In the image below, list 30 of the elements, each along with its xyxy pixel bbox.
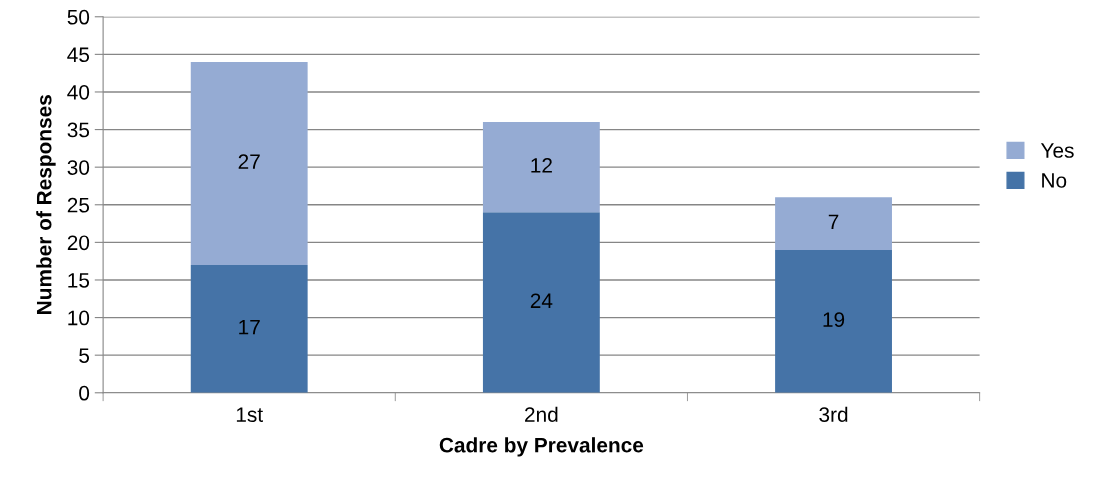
y-axis-title: Number of Responses (36, 95, 56, 314)
y-tick-label: 35 (67, 122, 90, 138)
data-label: 24 (530, 293, 553, 308)
data-label: 7 (828, 214, 839, 229)
bar (190, 264, 308, 393)
x-tick-label: 2nd (525, 406, 558, 422)
y-tick-label: 15 (68, 273, 90, 288)
data-label: 27 (238, 154, 260, 169)
y-tick-label: 45 (67, 47, 90, 63)
data-label: 17 (239, 319, 260, 335)
y-tick-label: 50 (67, 9, 90, 25)
x-axis-title: Cadre by Prevalence (439, 437, 644, 457)
bar (190, 61, 308, 265)
bar (482, 122, 600, 213)
bar (775, 249, 892, 393)
x-tick-label: 1st (236, 407, 263, 422)
bar (482, 212, 600, 393)
y-tick-label: 30 (67, 160, 90, 175)
legend-label: Yes (1040, 143, 1074, 158)
bar (775, 197, 892, 250)
y-tick-label: 10 (68, 310, 90, 326)
y-tick-label: 20 (67, 235, 90, 251)
legend-label: No (1042, 173, 1067, 188)
data-label: 12 (531, 158, 552, 173)
data-label: 19 (823, 312, 845, 327)
y-tick-label: 25 (67, 197, 90, 213)
y-tick-label: 40 (67, 84, 90, 100)
y-tick-label: 5 (79, 348, 90, 363)
y-tick-label: 0 (79, 385, 90, 401)
x-tick-label: 3rd (819, 406, 848, 422)
